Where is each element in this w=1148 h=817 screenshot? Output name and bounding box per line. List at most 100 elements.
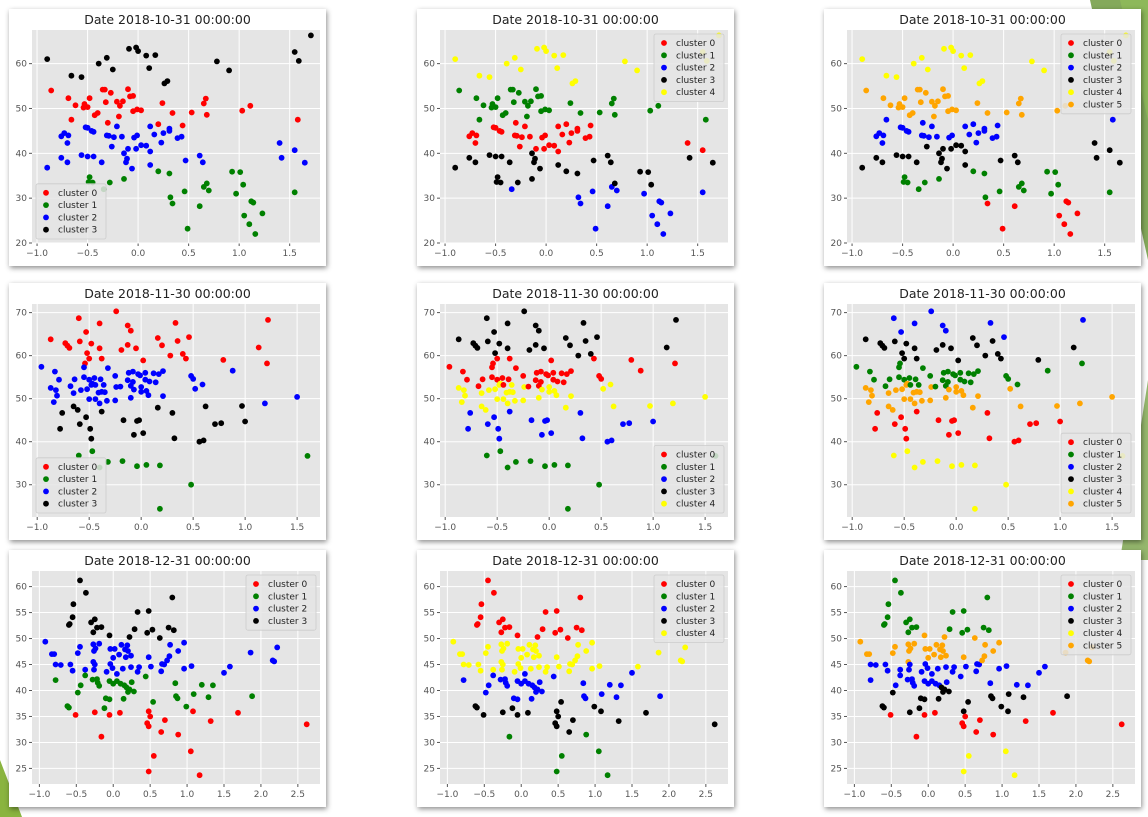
legend-label: cluster 0 bbox=[58, 189, 97, 199]
data-point-cluster-2 bbox=[929, 671, 935, 677]
data-point-cluster-4 bbox=[512, 397, 518, 404]
data-point-cluster-4 bbox=[859, 56, 866, 62]
x-tick-label: 0.0 bbox=[921, 790, 936, 800]
data-point-cluster-2 bbox=[196, 152, 203, 159]
legend-marker bbox=[661, 630, 667, 637]
data-point-cluster-2 bbox=[943, 664, 949, 670]
data-point-cluster-2 bbox=[110, 654, 117, 661]
data-point-cluster-1 bbox=[492, 104, 499, 110]
data-point-cluster-5 bbox=[880, 95, 887, 102]
data-point-cluster-1 bbox=[905, 629, 912, 636]
data-point-cluster-3 bbox=[170, 627, 177, 634]
data-point-cluster-4 bbox=[518, 654, 525, 661]
data-point-cluster-0 bbox=[489, 364, 495, 371]
x-tick-label: 0.5 bbox=[958, 790, 972, 800]
data-point-cluster-0 bbox=[1118, 721, 1125, 728]
legend-label: cluster 3 bbox=[58, 500, 97, 510]
data-point-cluster-4 bbox=[460, 661, 467, 668]
legend-box bbox=[653, 33, 725, 102]
data-point-cluster-4 bbox=[543, 48, 549, 54]
data-point-cluster-0 bbox=[140, 357, 147, 364]
data-point-cluster-2 bbox=[911, 682, 918, 689]
legend-label: cluster 2 bbox=[676, 64, 715, 74]
y-tick-label: 70 bbox=[424, 309, 436, 319]
data-point-cluster-4 bbox=[562, 404, 569, 411]
y-tick-label: 50 bbox=[831, 104, 843, 114]
data-point-cluster-4 bbox=[455, 385, 462, 391]
data-point-cluster-1 bbox=[596, 109, 603, 116]
data-point-cluster-2 bbox=[138, 384, 145, 390]
data-point-cluster-1 bbox=[867, 368, 873, 375]
chart-title: Date 2018-12-31 00:00:00 bbox=[492, 553, 659, 568]
data-point-cluster-3 bbox=[574, 170, 581, 177]
data-point-cluster-2 bbox=[128, 652, 134, 659]
y-tick-label: 30 bbox=[831, 194, 843, 204]
data-point-cluster-0 bbox=[124, 342, 131, 348]
data-point-cluster-3 bbox=[580, 320, 587, 326]
data-point-cluster-2 bbox=[98, 159, 105, 166]
data-point-cluster-0 bbox=[541, 145, 547, 152]
data-point-cluster-2 bbox=[943, 679, 950, 686]
data-point-cluster-5 bbox=[935, 98, 941, 105]
data-point-cluster-5 bbox=[974, 100, 981, 106]
legend-marker bbox=[1068, 463, 1074, 470]
data-point-cluster-1 bbox=[949, 609, 956, 615]
scatter-plot: −1.0 −0.5 0.0 0.5 1.0 1.5 2.0 2.5 25 30 35 40 45 50 55… bbox=[16, 571, 320, 800]
data-point-cluster-0 bbox=[973, 729, 980, 735]
legend-label: cluster 5 bbox=[1083, 101, 1122, 111]
data-point-cluster-3 bbox=[673, 317, 679, 323]
data-point-cluster-0 bbox=[220, 357, 227, 363]
data-point-cluster-2 bbox=[539, 431, 545, 438]
data-point-cluster-1 bbox=[885, 601, 892, 608]
legend-marker bbox=[1068, 488, 1074, 495]
x-tick-label: 2.0 bbox=[662, 790, 677, 800]
data-point-cluster-4 bbox=[910, 60, 917, 67]
data-point-cluster-1 bbox=[190, 691, 197, 697]
data-point-cluster-3 bbox=[66, 621, 73, 627]
data-point-cluster-0 bbox=[935, 417, 942, 424]
data-point-cluster-1 bbox=[184, 225, 191, 232]
data-point-cluster-3 bbox=[474, 345, 481, 351]
data-point-cluster-4 bbox=[679, 658, 686, 665]
x-tick-label: −1.0 bbox=[26, 249, 48, 259]
data-point-cluster-1 bbox=[229, 168, 236, 175]
data-point-cluster-2 bbox=[148, 663, 154, 670]
data-point-cluster-3 bbox=[923, 143, 930, 150]
data-point-cluster-2 bbox=[987, 680, 994, 687]
data-point-cluster-1 bbox=[259, 210, 266, 217]
data-point-cluster-2 bbox=[77, 643, 83, 650]
data-point-cluster-2 bbox=[904, 676, 911, 683]
data-point-cluster-3 bbox=[953, 142, 959, 149]
data-point-cluster-3 bbox=[582, 338, 589, 344]
data-point-cluster-5 bbox=[922, 646, 929, 652]
legend-marker bbox=[661, 500, 667, 507]
data-point-cluster-1 bbox=[1079, 360, 1085, 367]
data-point-cluster-4 bbox=[504, 400, 511, 407]
data-point-cluster-1 bbox=[610, 95, 617, 102]
data-point-cluster-5 bbox=[969, 404, 976, 411]
data-point-cluster-3 bbox=[135, 48, 141, 54]
data-point-cluster-0 bbox=[475, 383, 482, 390]
data-point-cluster-3 bbox=[94, 624, 100, 631]
legend-label: cluster 4 bbox=[676, 500, 715, 510]
data-point-cluster-1 bbox=[915, 382, 922, 388]
data-point-cluster-5 bbox=[893, 387, 899, 393]
data-point-cluster-3 bbox=[645, 169, 652, 176]
data-point-cluster-2 bbox=[117, 383, 124, 390]
data-point-cluster-4 bbox=[546, 384, 553, 390]
data-point-cluster-0 bbox=[174, 338, 181, 344]
data-point-cluster-1 bbox=[502, 110, 509, 116]
data-point-cluster-0 bbox=[499, 375, 506, 381]
data-point-cluster-0 bbox=[921, 712, 928, 718]
data-point-cluster-2 bbox=[880, 132, 887, 139]
data-point-cluster-0 bbox=[1056, 212, 1063, 219]
chart-title: Date 2018-10-31 00:00:00 bbox=[899, 12, 1066, 27]
x-tick-label: −1.0 bbox=[841, 249, 863, 259]
data-point-cluster-2 bbox=[579, 435, 586, 442]
data-point-cluster-0 bbox=[932, 709, 938, 716]
data-point-cluster-0 bbox=[159, 342, 165, 349]
data-point-cluster-1 bbox=[959, 629, 966, 636]
data-point-cluster-2 bbox=[966, 131, 973, 138]
